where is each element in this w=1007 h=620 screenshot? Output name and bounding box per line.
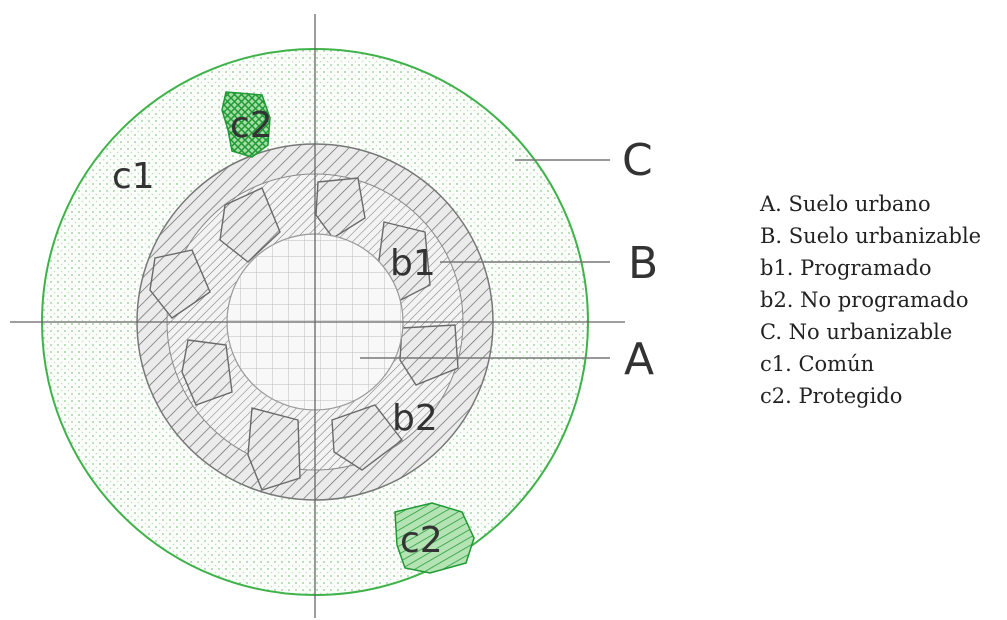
legend-item-c: C. No urbanizable bbox=[760, 320, 953, 344]
block-5 bbox=[331, 404, 403, 471]
label-b1: b1 bbox=[390, 243, 436, 284]
land-classification-diagram: c1 c2 b1 b2 c2 C B A bbox=[10, 14, 658, 618]
callout-b: B bbox=[628, 238, 658, 289]
legend-item-a: A. Suelo urbano bbox=[760, 192, 931, 216]
zone-c2-protected-bottom bbox=[394, 502, 475, 574]
legend-item-c1: c1. Común bbox=[760, 352, 875, 376]
label-c2-bottom: c2 bbox=[400, 520, 443, 561]
legend-item-b1: b1. Programado bbox=[760, 256, 932, 280]
legend-item-b2: b2. No programado bbox=[760, 288, 969, 312]
block-2 bbox=[315, 177, 366, 239]
label-c1: c1 bbox=[112, 156, 155, 197]
callout-c: C bbox=[622, 135, 653, 186]
block-1 bbox=[219, 187, 281, 263]
legend-item-c2: c2. Protegido bbox=[760, 384, 903, 408]
label-b2: b2 bbox=[392, 398, 438, 439]
block-4 bbox=[399, 324, 459, 386]
zone-b-blocks bbox=[149, 177, 459, 491]
block-6 bbox=[247, 407, 301, 491]
zone-c2-protected-top bbox=[221, 91, 271, 158]
block-8 bbox=[149, 249, 211, 319]
legend: A. Suelo urbano B. Suelo urbanizable b1.… bbox=[760, 188, 981, 412]
legend-item-b: B. Suelo urbanizable bbox=[760, 224, 982, 248]
block-7 bbox=[181, 339, 233, 406]
label-c2-top: c2 bbox=[230, 105, 273, 146]
callout-a: A bbox=[624, 334, 654, 385]
